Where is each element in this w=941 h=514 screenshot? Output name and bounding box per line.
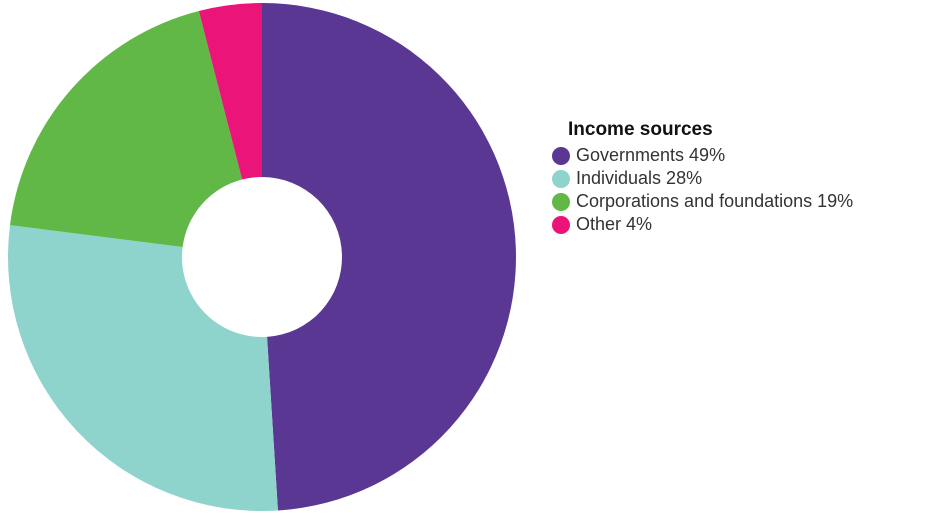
legend-items: Governments 49% Individuals 28% Corporatio… xyxy=(552,144,937,236)
legend-label-governments: Governments 49% xyxy=(576,145,726,165)
legend-item-individuals: Individuals 28% xyxy=(552,167,937,190)
legend-item-corporations-and-foundations: Corporations and foundations 19% xyxy=(552,190,937,213)
legend-label-individuals: Individuals 28% xyxy=(576,168,703,188)
legend-item-governments: Governments 49% xyxy=(552,144,937,167)
slice-governments xyxy=(262,3,516,511)
slice-individuals xyxy=(7,225,278,512)
legend-title: Income sources xyxy=(568,119,713,140)
slice-other xyxy=(198,3,262,180)
donut-slices xyxy=(7,3,516,512)
legend: Income sources Governments 49% Individual… xyxy=(552,118,937,236)
legend-swatch-other xyxy=(552,215,570,234)
legend-item-other: Other 4% xyxy=(552,213,937,236)
legend-swatch-corporations-and-foundations xyxy=(552,192,570,211)
slice-corporations-and-foundations xyxy=(10,10,243,247)
legend-swatch-individuals xyxy=(552,169,570,188)
legend-label-corporations-and-foundations: Corporations and foundations 19% xyxy=(576,191,854,211)
legend-label-other: Other 4% xyxy=(576,214,653,234)
legend-swatch-governments xyxy=(552,146,570,165)
